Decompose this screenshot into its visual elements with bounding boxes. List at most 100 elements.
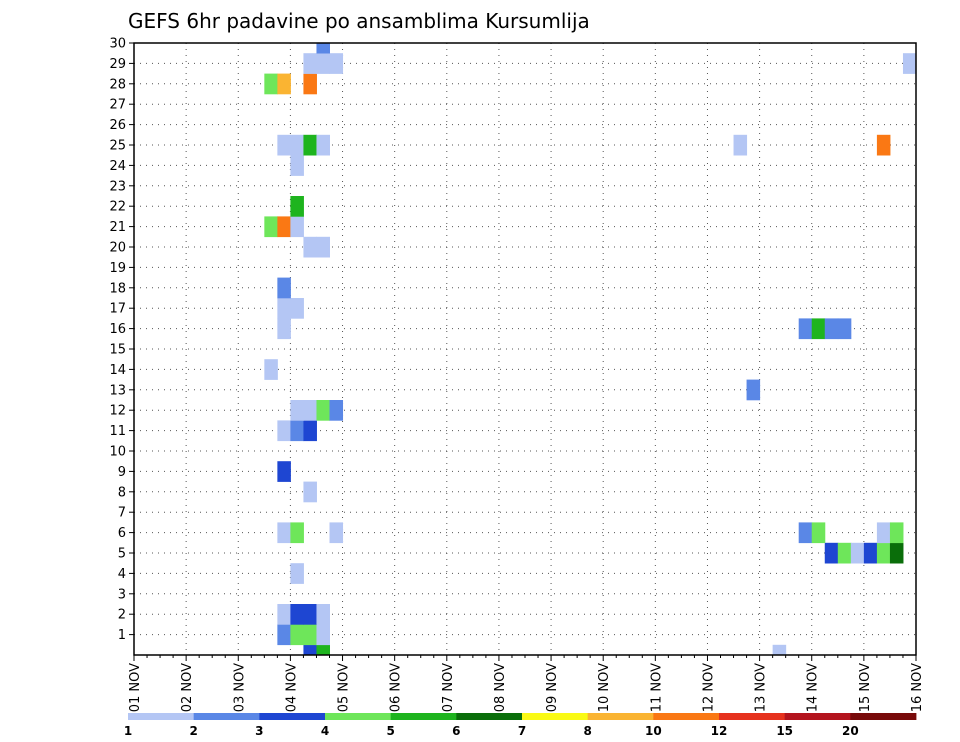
y-tick-label-21: 21 <box>109 220 126 235</box>
precip-cell <box>290 604 304 625</box>
precip-cell <box>316 644 330 656</box>
precip-cell <box>329 522 344 544</box>
precip-cell <box>303 604 317 625</box>
precip-cell <box>303 624 317 646</box>
precip-cells <box>264 43 917 656</box>
precip-cell <box>876 522 891 544</box>
y-tick-label-26: 26 <box>109 118 126 133</box>
y-tick-label-17: 17 <box>109 302 126 317</box>
colorbar-swatch-11 <box>784 713 851 720</box>
precip-cell <box>889 542 904 564</box>
y-tick-label-4: 4 <box>118 567 126 582</box>
y-tick-label-2: 2 <box>118 608 126 623</box>
precip-cell <box>290 216 304 238</box>
precip-cell <box>746 379 761 401</box>
colorbar-swatch-10 <box>719 713 786 720</box>
y-tick-label-11: 11 <box>109 424 126 439</box>
colorbar-label-8: 8 <box>583 724 591 738</box>
colorbar-swatch-2 <box>193 713 260 720</box>
y-tick-label-1: 1 <box>118 628 126 643</box>
x-tick-label-5: 06 NOV <box>389 663 404 712</box>
precip-cell <box>277 604 291 625</box>
x-tick-label-11: 12 NOV <box>701 663 716 712</box>
x-tick-label-8: 09 NOV <box>545 663 560 712</box>
x-tick-label-13: 14 NOV <box>806 663 821 712</box>
precip-cell <box>290 563 304 584</box>
precip-cell <box>837 542 852 564</box>
y-tick-label-24: 24 <box>109 159 126 174</box>
colorbar-label-20: 20 <box>842 724 859 738</box>
y-tick-label-9: 9 <box>118 465 126 480</box>
precip-cell <box>824 542 839 564</box>
axis-ticks: 1234567891011121314151617181920212223242… <box>109 37 925 713</box>
precip-cell <box>316 53 330 74</box>
precip-cell <box>290 400 304 421</box>
colorbar-label-7: 7 <box>518 724 526 738</box>
colorbar-swatch-8 <box>587 713 654 720</box>
x-tick-label-4: 05 NOV <box>337 663 352 712</box>
x-tick-label-1: 02 NOV <box>180 663 195 712</box>
colorbar-label-15: 15 <box>776 724 793 738</box>
colorbar-label-1: 1 <box>124 724 132 738</box>
precip-cell <box>798 522 813 544</box>
y-tick-label-18: 18 <box>109 281 126 296</box>
y-tick-label-16: 16 <box>109 322 126 337</box>
x-tick-label-6: 07 NOV <box>441 663 456 712</box>
x-tick-label-12: 13 NOV <box>754 663 769 712</box>
precip-cell <box>798 318 813 340</box>
precip-cell <box>277 318 291 340</box>
precip-cell <box>316 624 330 646</box>
precip-cell <box>316 236 330 258</box>
precip-cell <box>290 624 304 646</box>
precip-cell <box>264 216 278 238</box>
precip-cell <box>277 134 291 156</box>
colorbar-swatch-9 <box>653 713 720 720</box>
colorbar: 1 2 3 4 5 6 7 8 10 12 15 20 <box>124 713 917 738</box>
precip-cell <box>733 134 748 156</box>
precip-cell <box>290 196 304 217</box>
x-tick-label-15: 16 NOV <box>910 663 925 712</box>
precip-cell <box>290 155 304 176</box>
precip-cell <box>316 134 330 156</box>
y-tick-label-8: 8 <box>118 485 126 500</box>
y-tick-label-20: 20 <box>109 241 126 256</box>
precip-cell <box>277 277 291 299</box>
precip-cell <box>303 400 317 421</box>
y-tick-label-22: 22 <box>109 200 126 215</box>
y-tick-label-10: 10 <box>109 445 126 460</box>
colorbar-label-6: 6 <box>452 724 460 738</box>
precip-cell <box>889 522 904 544</box>
y-tick-label-6: 6 <box>118 526 126 541</box>
colorbar-label-10: 10 <box>645 724 662 738</box>
precip-cell <box>277 624 291 646</box>
precip-cell <box>303 236 317 258</box>
precip-cell <box>303 134 317 156</box>
precip-cell <box>329 53 344 74</box>
colorbar-label-5: 5 <box>386 724 394 738</box>
x-tick-label-7: 08 NOV <box>493 663 508 712</box>
precip-cell <box>863 542 878 564</box>
precip-cell <box>290 134 304 156</box>
precip-cell <box>811 522 826 544</box>
y-tick-label-30: 30 <box>109 37 126 52</box>
precip-cell <box>316 400 330 421</box>
colorbar-swatch-3 <box>259 713 326 720</box>
precip-cell <box>277 298 291 319</box>
y-tick-label-15: 15 <box>109 343 126 358</box>
y-tick-label-14: 14 <box>109 363 126 378</box>
precip-cell <box>303 53 317 74</box>
colorbar-swatch-7 <box>522 713 589 720</box>
y-tick-label-5: 5 <box>118 547 126 562</box>
y-tick-label-27: 27 <box>109 98 126 113</box>
colorbar-label-12: 12 <box>711 724 728 738</box>
precip-cell <box>277 216 291 238</box>
x-tick-label-10: 11 NOV <box>649 663 664 712</box>
colorbar-swatch-12 <box>850 713 917 720</box>
y-tick-label-3: 3 <box>118 587 126 602</box>
y-tick-label-25: 25 <box>109 139 126 154</box>
precip-cell <box>811 318 826 340</box>
y-tick-label-12: 12 <box>109 404 126 419</box>
precip-cell <box>264 359 278 380</box>
x-tick-label-14: 15 NOV <box>858 663 873 712</box>
